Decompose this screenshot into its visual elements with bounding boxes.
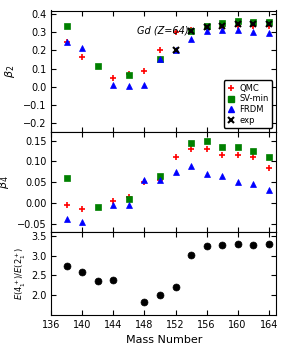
Text: Gd (Z=64): Gd (Z=64)	[137, 25, 188, 35]
Y-axis label: $\beta_2$: $\beta_2$	[3, 65, 17, 78]
Y-axis label: $E(4^+_1)/E(2^+_1)$: $E(4^+_1)/E(2^+_1)$	[14, 247, 28, 300]
X-axis label: Mass Number: Mass Number	[126, 335, 202, 345]
Legend: QMC, SV-min, FRDM, exp: QMC, SV-min, FRDM, exp	[224, 80, 272, 128]
Y-axis label: $\beta_4$: $\beta_4$	[0, 175, 11, 189]
